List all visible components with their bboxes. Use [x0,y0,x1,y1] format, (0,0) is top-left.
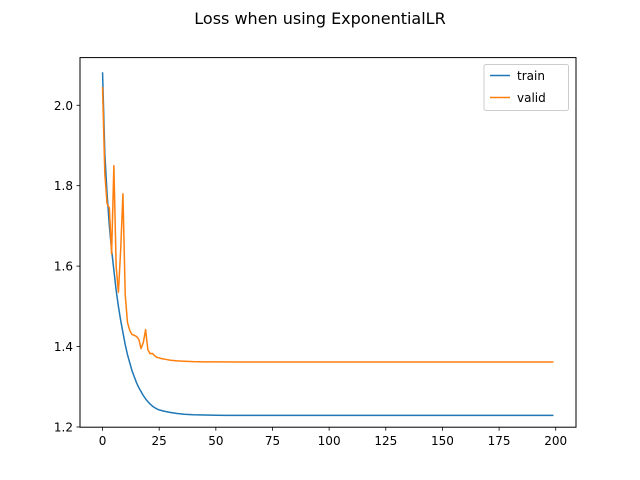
y-tick-label: 2.0 [54,99,73,113]
y-tick-label: 1.6 [54,260,73,274]
y-tick-label: 1.8 [54,179,73,193]
legend: train valid [483,64,569,111]
series-line-train [101,72,554,417]
legend-label-train: train [517,69,545,83]
y-tick-label: 1.4 [54,340,73,354]
x-tick-label: 125 [374,434,397,448]
y-axis: 1.2 1.4 1.6 1.8 2.0 [54,99,80,434]
x-tick-label: 75 [265,434,280,448]
x-tick-label: 200 [544,434,567,448]
legend-label-valid: valid [517,91,546,105]
chart-title: Loss when using ExponentialLR [194,9,445,28]
series-line-valid [101,87,554,363]
x-tick-label: 25 [152,434,167,448]
x-tick-label: 175 [488,434,511,448]
plot-frame [79,57,577,428]
x-tick-label: 100 [318,434,341,448]
x-tick-label: 0 [99,434,107,448]
y-tick-label: 1.2 [54,420,73,434]
x-axis: 0 25 50 75 100 125 150 175 200 [99,427,567,448]
x-tick-label: 150 [431,434,454,448]
x-tick-label: 50 [208,434,223,448]
plot-area [101,72,554,417]
